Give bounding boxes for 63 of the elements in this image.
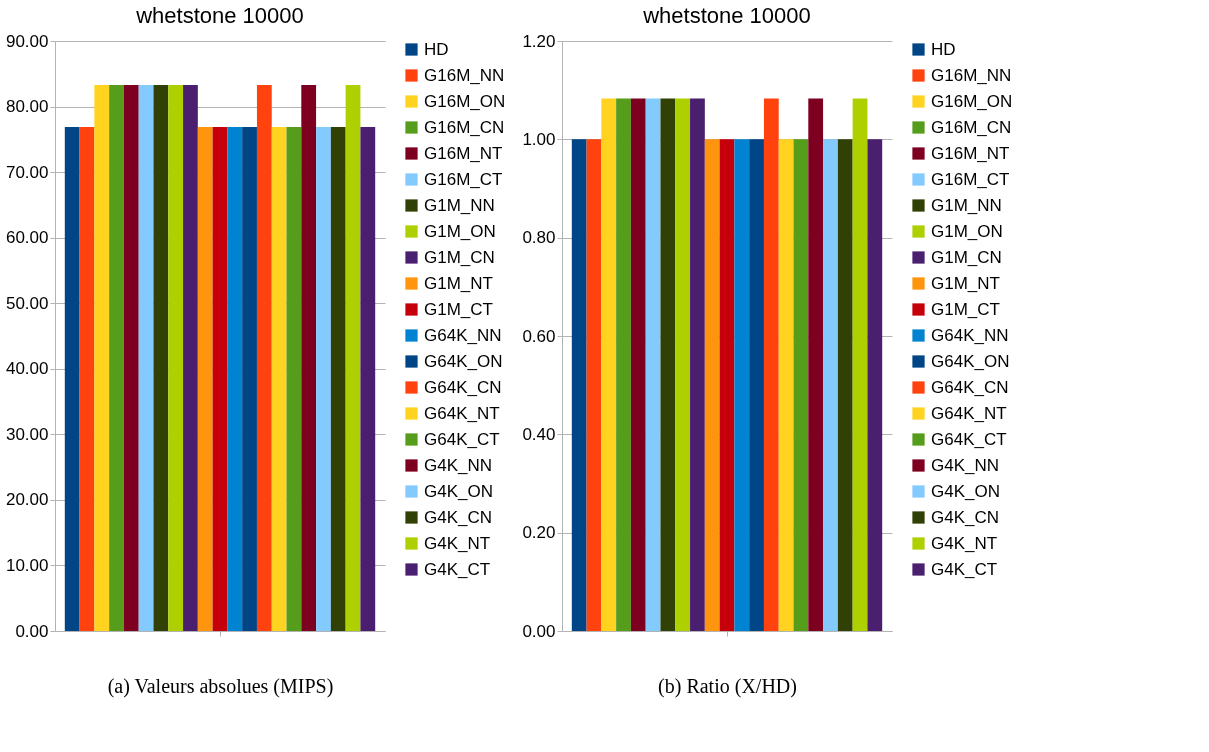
y-tick-label: 20.00 xyxy=(5,490,49,510)
legend-label: G4K_ON xyxy=(931,481,1000,501)
x-axis-title: (a) Valeurs absolues (MIPS) xyxy=(107,675,334,698)
legend-label: G4K_ON xyxy=(424,481,493,501)
legend-label: HD xyxy=(931,39,956,59)
legend-label: G64K_CT xyxy=(424,429,500,449)
y-tick-label: 0.20 xyxy=(522,523,556,543)
x-axis-title: (b) Ratio (X/HD) xyxy=(658,675,797,698)
legend-label: G64K_CT xyxy=(931,429,1007,449)
legend-label: G16M_NT xyxy=(931,143,1010,163)
chart-title: whetstone 10000 xyxy=(642,3,811,28)
legend-label: G1M_NT xyxy=(424,273,493,293)
legend-label: G1M_NN xyxy=(424,195,495,215)
legend-label: G16M_CT xyxy=(931,169,1010,189)
legend-label: G16M_CT xyxy=(424,169,503,189)
legend-label: G64K_NN xyxy=(424,325,502,345)
legend-label: HD xyxy=(424,39,449,59)
y-tick-label: 40.00 xyxy=(5,359,49,379)
y-tick-label: 1.00 xyxy=(522,129,556,149)
y-tick-label: 90.00 xyxy=(5,31,49,51)
legend-label: G1M_ON xyxy=(931,221,1003,241)
legend-label: G4K_CT xyxy=(424,559,491,579)
legend-label: G4K_NN xyxy=(424,455,493,475)
y-tick-label: 0.60 xyxy=(522,326,556,346)
y-tick-label: 0.00 xyxy=(522,621,556,641)
y-tick-label: 1.20 xyxy=(522,31,556,51)
y-tick-label: 0.40 xyxy=(522,424,556,444)
y-tick-label: 30.00 xyxy=(5,424,49,444)
legend-label: G1M_CT xyxy=(424,299,493,319)
y-tick-label: 0.00 xyxy=(15,621,49,641)
legend-label: G4K_CN xyxy=(424,507,493,527)
y-tick-label: 50.00 xyxy=(5,293,49,313)
y-tick-label: 70.00 xyxy=(5,162,49,182)
legend-label: G1M_CT xyxy=(931,299,1000,319)
legend-label: G1M_NN xyxy=(931,195,1002,215)
legend-label: G64K_ON xyxy=(424,351,503,371)
legend-label: G4K_NT xyxy=(931,533,998,553)
legend-label: G64K_NT xyxy=(931,403,1007,423)
legend-label: G64K_CN xyxy=(424,377,502,397)
legend-label: G64K_CN xyxy=(931,377,1009,397)
y-tick-label: 0.80 xyxy=(522,228,556,248)
legend-label: G1M_NT xyxy=(931,273,1000,293)
y-tick-label: 80.00 xyxy=(5,97,49,117)
legend-label: G16M_NN xyxy=(424,65,505,85)
legend-label: G64K_NT xyxy=(424,403,500,423)
legend-label: G16M_CN xyxy=(931,117,1012,137)
legend-label: G4K_CN xyxy=(931,507,1000,527)
legend-label: G64K_ON xyxy=(931,351,1010,371)
legend-label: G16M_ON xyxy=(424,91,506,111)
legend-label: G64K_NN xyxy=(931,325,1009,345)
y-tick-label: 60.00 xyxy=(5,228,49,248)
y-tick-label: 10.00 xyxy=(5,555,49,575)
legend-label: G1M_CN xyxy=(931,247,1002,267)
legend-label: G4K_NN xyxy=(931,455,1000,475)
legend-label: G1M_CN xyxy=(424,247,495,267)
legend-label: G16M_ON xyxy=(931,91,1013,111)
legend-label: G16M_NT xyxy=(424,143,503,163)
legend-label: G4K_CT xyxy=(931,559,998,579)
legend-label: G4K_NT xyxy=(424,533,491,553)
legend-label: G16M_CN xyxy=(424,117,505,137)
legend-label: G16M_NN xyxy=(931,65,1012,85)
legend-label: G1M_ON xyxy=(424,221,496,241)
chart-title: whetstone 10000 xyxy=(135,3,304,28)
